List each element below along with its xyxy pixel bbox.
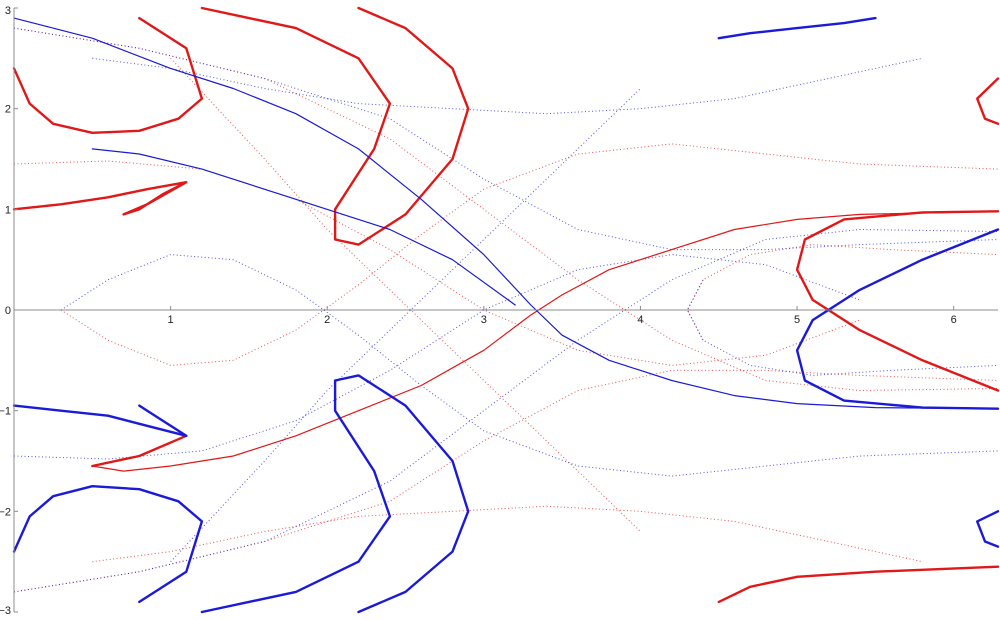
faint-blue-curve-12 bbox=[170, 88, 641, 563]
y-tick-label-2: 2 bbox=[5, 104, 11, 116]
faint-red-curve-5 bbox=[170, 57, 641, 532]
red-curve-6 bbox=[717, 565, 1000, 604]
ticks: 1 2 3 4 5 6 −3 −2 −1 0 1 2 3 bbox=[0, 5, 957, 617]
y-tick-label-3: 3 bbox=[5, 5, 11, 17]
faint-blue-curve-9 bbox=[13, 254, 860, 460]
x-tick-label-5: 5 bbox=[794, 314, 800, 326]
y-tick-label--2: −2 bbox=[0, 506, 11, 518]
main-series-layer bbox=[12, 6, 1000, 614]
blue-curve-10 bbox=[200, 374, 470, 614]
blue-curve-8 bbox=[12, 404, 188, 437]
x-tick-label-2: 2 bbox=[324, 314, 330, 326]
axes bbox=[13, 8, 998, 612]
red-curve-1 bbox=[12, 16, 204, 134]
blue-curve-9 bbox=[12, 485, 204, 604]
faint-blue-curve-7 bbox=[13, 228, 999, 593]
blue-curve-11 bbox=[13, 17, 999, 410]
y-tick-label-1: 1 bbox=[5, 204, 11, 216]
faint-series-layer bbox=[13, 27, 999, 593]
y-tick-label-0: 0 bbox=[5, 305, 11, 317]
x-tick-label-4: 4 bbox=[637, 314, 643, 326]
faint-red-curve-1 bbox=[13, 369, 999, 593]
red-curve-5 bbox=[795, 210, 1000, 392]
faint-blue-curve-13 bbox=[686, 279, 999, 376]
faint-red-curve-2 bbox=[13, 160, 860, 366]
x-tick-label-3: 3 bbox=[481, 314, 487, 326]
red-curve-7 bbox=[976, 77, 1000, 125]
blue-curve-13 bbox=[795, 228, 1000, 410]
faint-red-curve-3 bbox=[60, 143, 999, 366]
faint-red-curve-6 bbox=[686, 244, 999, 341]
red-curve-3 bbox=[91, 210, 999, 472]
blue-curve-14 bbox=[717, 16, 877, 40]
x-tick-label-1: 1 bbox=[168, 314, 174, 326]
red-curve-2 bbox=[200, 6, 470, 246]
faint-blue-curve-8 bbox=[13, 27, 999, 251]
y-tick-label--3: −3 bbox=[0, 605, 11, 617]
blue-curve-15 bbox=[976, 510, 1000, 548]
red-curve-0 bbox=[12, 181, 188, 216]
blue-curve-12 bbox=[91, 148, 516, 306]
faint-red-curve-0 bbox=[13, 27, 999, 392]
x-tick-label-6: 6 bbox=[951, 314, 957, 326]
y-tick-label--1: −1 bbox=[0, 406, 11, 418]
red-curve-4 bbox=[91, 434, 188, 468]
faint-blue-curve-10 bbox=[60, 254, 999, 477]
